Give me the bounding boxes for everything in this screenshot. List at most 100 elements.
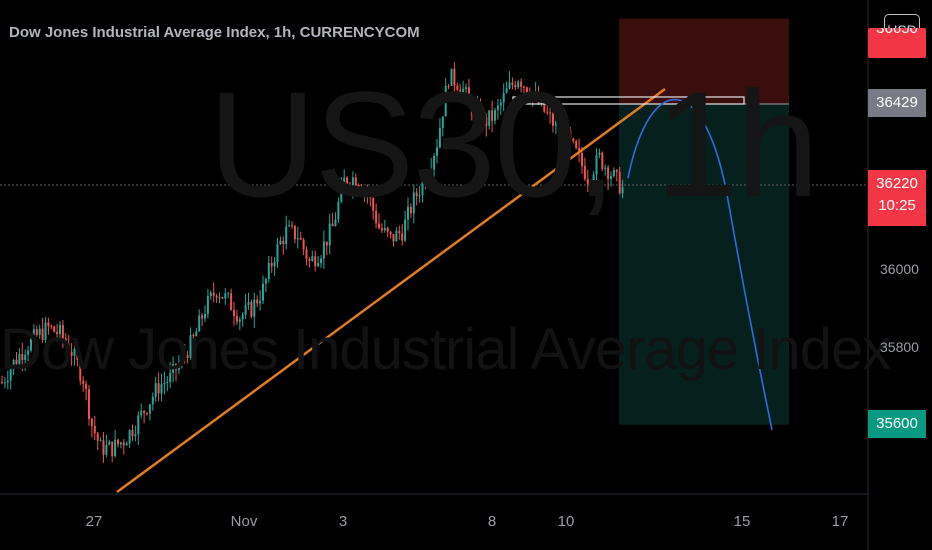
candle-body [21, 353, 24, 360]
candle-body [482, 117, 485, 126]
candle-body [90, 418, 93, 426]
candle-body [192, 334, 195, 337]
x-tick-3: 3 [338, 513, 348, 530]
candle-body [151, 396, 154, 405]
candle-body [241, 314, 244, 320]
candle-body [514, 84, 517, 88]
candle-body [575, 140, 578, 149]
x-tick-nov: Nov [230, 513, 258, 530]
candle-body [476, 106, 479, 108]
candle-body [502, 92, 505, 103]
candle-body [99, 440, 102, 442]
candle-body [3, 382, 6, 384]
x-tick-15: 15 [733, 513, 751, 530]
x-tick-17: 17 [831, 513, 849, 530]
candle-body [96, 433, 99, 441]
candle-body [285, 226, 288, 245]
candle-body [59, 325, 61, 335]
candle-body [407, 206, 409, 220]
candle-body [520, 81, 523, 87]
candle-body [473, 106, 476, 115]
candle-body [314, 256, 317, 267]
candle-body [244, 305, 247, 315]
resistance-box[interactable] [512, 96, 745, 105]
candle-body [433, 155, 436, 170]
candle-body [221, 297, 224, 299]
candle-body [494, 110, 496, 121]
current-price-badge: 36220 10:25 [868, 170, 926, 226]
candle-body [357, 185, 360, 188]
candle-body [450, 68, 453, 86]
candle-body [392, 234, 395, 242]
candle-body [322, 241, 325, 259]
candle-body [247, 302, 250, 306]
candle-body [50, 326, 53, 328]
candle-body [12, 359, 15, 370]
candle-body [256, 299, 259, 304]
candle-body [253, 299, 256, 317]
candle-body [589, 181, 592, 185]
candle-body [209, 292, 212, 296]
candle-body [169, 372, 172, 382]
candle-body [30, 338, 32, 351]
candle-body [491, 110, 494, 121]
candle-body [93, 425, 96, 434]
candle-body [523, 86, 525, 88]
candle-body [38, 328, 41, 335]
candle-body [264, 278, 267, 284]
candle-body [18, 353, 21, 365]
candle-body [331, 223, 334, 227]
candle-body [102, 440, 105, 455]
candle-body [291, 225, 293, 227]
candle-body [288, 225, 291, 227]
candle-body [235, 315, 238, 322]
candle-body [351, 177, 354, 188]
candle-body [76, 348, 79, 361]
candle-body [421, 181, 424, 196]
candle-body [572, 138, 575, 141]
candle-body [302, 239, 305, 250]
candle-body [143, 410, 146, 413]
candle-body [525, 87, 528, 95]
candle-body [592, 174, 595, 182]
candle-body [560, 127, 563, 131]
candle-body [441, 116, 444, 128]
candle-body [105, 444, 108, 455]
candle-body [137, 415, 140, 435]
candle-body [404, 219, 407, 241]
candle-body [148, 404, 151, 414]
candle-body [557, 120, 560, 131]
candle-body [259, 300, 262, 304]
candle-body [618, 171, 621, 194]
candle-body [334, 219, 337, 227]
candle-body [154, 383, 157, 397]
candle-body [453, 68, 456, 86]
candle-body [328, 223, 331, 246]
candle-body [305, 249, 308, 260]
candle-body [586, 179, 589, 185]
candle-body [186, 355, 189, 358]
candle-body [563, 127, 566, 143]
candle-body [128, 430, 131, 444]
candle-body [201, 315, 204, 319]
candle-body [505, 88, 508, 93]
candle-body [70, 351, 73, 356]
candle-body [146, 412, 148, 414]
candle-body [111, 441, 114, 457]
candle-body [270, 263, 273, 267]
candle-body [227, 293, 230, 295]
candle-body [447, 85, 450, 87]
candle-body [499, 102, 502, 106]
current-price-value: 36220 [876, 175, 918, 192]
candle-body [554, 120, 557, 126]
candle-body [415, 192, 418, 197]
candle-body [369, 193, 372, 198]
candle-body [317, 263, 320, 267]
watermark-symbol: US30, 1h [208, 60, 819, 228]
projection-curve[interactable] [627, 98, 773, 431]
candle-body [64, 338, 67, 344]
trendline[interactable] [116, 87, 666, 494]
candle-body [224, 293, 227, 299]
y-tick-35800: 35800 [880, 339, 919, 355]
